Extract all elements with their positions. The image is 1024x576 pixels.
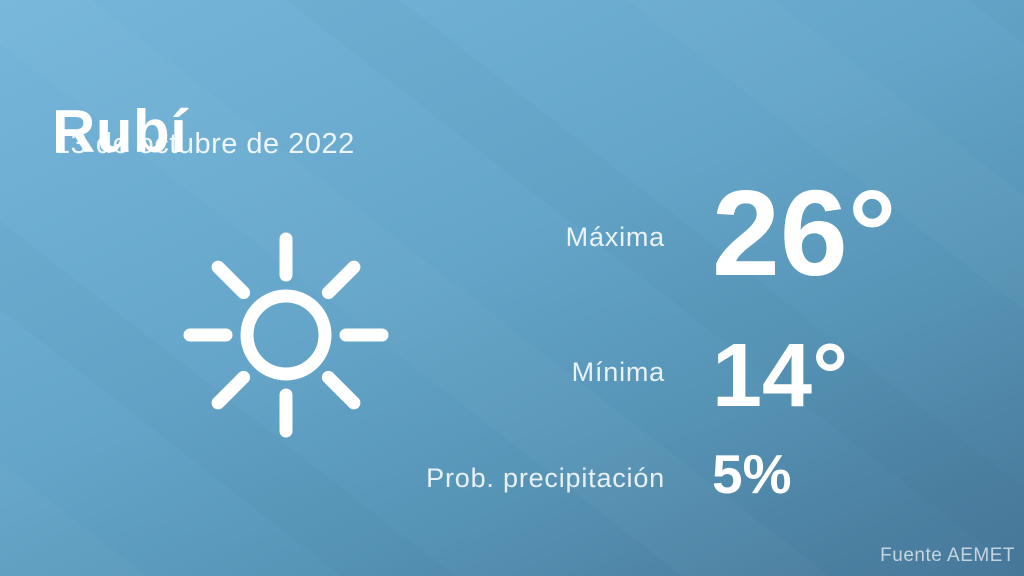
sun-icon — [183, 232, 389, 438]
metric-label-minima: Mínima — [571, 357, 665, 387]
source-credit: Fuente AEMET — [880, 545, 1015, 566]
page-title: Rubí — [52, 98, 188, 166]
metric-value-minima: 14° — [712, 326, 849, 426]
metric-label-maxima: Máxima — [565, 222, 665, 252]
date-label: 13 de octubre de 2022 — [54, 128, 355, 160]
metric-label-precipitation: Prob. precipitación — [426, 463, 665, 493]
metric-value-maxima: 26° — [712, 165, 897, 301]
metric-value-precipitation: 5% — [712, 443, 792, 505]
